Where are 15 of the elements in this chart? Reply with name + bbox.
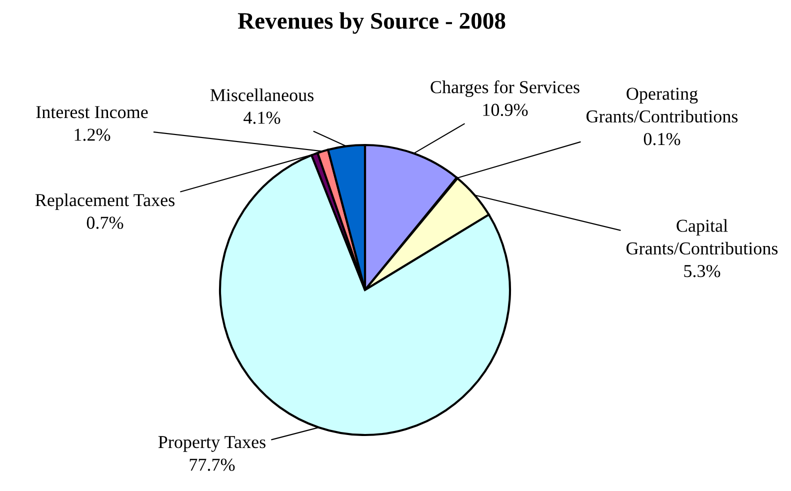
slice-label: Property Taxes [158,436,266,452]
data-label: 5.3% [684,264,720,278]
data-label: 4.1% [244,112,280,124]
data-label: 10.9% [483,104,528,116]
data-label: 1.2% [74,128,110,141]
slice-label: Interest Income [36,106,148,118]
slice-label: Charges for Services [430,80,580,97]
chart-title: Revenues by Source - 2008 [238,12,506,34]
slice-label: Miscellaneous [210,88,314,102]
data-label: 0.1% [644,132,680,146]
data-label: 77.7% [190,458,235,471]
slice-label: Operating Grants/Contributions [586,88,738,123]
data-label: 0.7% [86,216,124,229]
slice-label: Capital Grants/Contributions [626,219,778,255]
slice-label: Replacement Taxes [35,193,174,210]
